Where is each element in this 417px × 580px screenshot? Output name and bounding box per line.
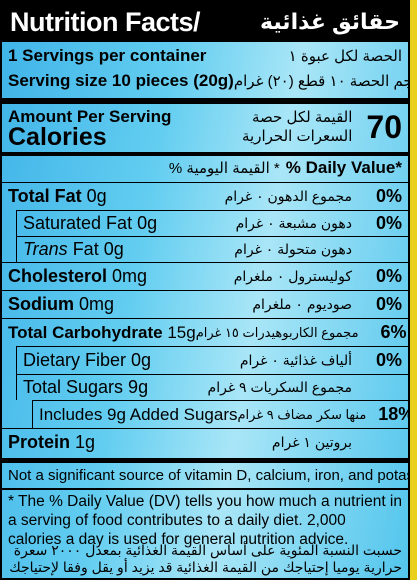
- nutrient-percent: 0%: [375, 294, 402, 314]
- nutrient-name: Dietary Fiber 0g: [23, 350, 152, 370]
- nutrient-name: Total Sugars 9g: [23, 377, 149, 397]
- nutrient-percent: 0%: [375, 186, 402, 206]
- nutrient-name-ar: مجموع السكريات ٩ غرام: [207, 379, 352, 395]
- nutrient-name: Saturated Fat 0g: [23, 213, 158, 233]
- nutrient-row-protein: Protein 1g بروتين ١ غرام: [2, 428, 408, 456]
- nutrient-amount: 0g: [81, 186, 107, 206]
- nutrient-amount: 0mg: [74, 294, 115, 314]
- nutrient-percent: 0%: [375, 266, 402, 286]
- title-bar: Nutrition Facts/ حقائق غذائية: [2, 2, 408, 42]
- amount-per-serving-label: Amount Per Serving: [8, 107, 172, 126]
- nutrient-name: Total Fat: [8, 186, 82, 206]
- nutrient-name-ar: صوديوم ٠ ملغرام: [252, 296, 352, 312]
- nutrient-row-total-sugars: Total Sugars 9g مجموع السكريات ٩ غرام: [16, 374, 408, 400]
- nutrient-name: Cholesterol: [8, 266, 108, 286]
- nutrient-amount: 0mg: [107, 266, 148, 286]
- nutrient-row-dietary-fiber: Dietary Fiber 0g ألياف غذائية ٠ غرام 0%: [16, 346, 408, 374]
- nutrient-name: Total Carbohydrate: [8, 322, 163, 342]
- serving-size-row: Serving size 10 pieces (20g) حجم الحصة ١…: [2, 68, 408, 94]
- daily-value-header-ar: * القيمة اليومية %: [168, 160, 280, 177]
- nutrient-name-ar: دهون مشبعة ٠ غرام: [235, 215, 352, 231]
- yellow-side-bar: [410, 0, 417, 580]
- title-arabic: حقائق غذائية: [259, 9, 400, 34]
- nutrient-percent: 6%: [380, 322, 407, 342]
- nutrient-row-cholesterol: Cholesterol 0mg كوليسترول ٠ ملغرام 0%: [2, 262, 408, 290]
- nutrient-row-added-sugars: Includes 9g Added Sugars منها سكر مضاف ٩…: [32, 400, 408, 428]
- amount-per-serving-ar: القيمة لكل حصة: [251, 109, 353, 126]
- nutrient-name-ar: كوليسترول ٠ ملغرام: [233, 268, 352, 284]
- nutrient-amount: 15g: [162, 322, 196, 342]
- footnote-english: * The % Daily Value (DV) tells you how m…: [8, 493, 402, 548]
- nutrient-percent: 18%: [378, 404, 408, 424]
- daily-value-header-en: % Daily Value*: [285, 158, 402, 177]
- calories-row: Amount Per Serving Calories القيمة لكل ح…: [2, 98, 408, 150]
- nutrient-name: Sodium: [8, 294, 74, 314]
- nutrient-percent: 0%: [375, 350, 402, 370]
- nutrient-row-trans-fat: Trans Fat 0g دهون متحولة ٠ غرام: [16, 236, 408, 262]
- servings-per-container-row: 1 Servings per container الحصة لكل عبوة …: [2, 44, 408, 68]
- nutrient-name: Protein: [8, 432, 71, 452]
- nutrient-name-ar: بروتين ١ غرام: [271, 434, 352, 450]
- footnote-divider: [2, 488, 408, 490]
- serving-size-ar: حجم الحصة ١٠ قطع (٢٠) غرام: [233, 73, 408, 90]
- nutrient-name-ar: دهون متحولة ٠ غرام: [234, 241, 352, 257]
- nutrient-amount: 1g: [70, 432, 96, 452]
- nutrient-name-ar: مجموع الكاربوهيدرات ١٥ غرام: [195, 324, 359, 340]
- daily-value-header: * القيمة اليومية % % Daily Value*: [2, 152, 408, 180]
- nutrient-row-total-fat: Total Fat 0g مجموع الدهون ٠ غرام 0%: [2, 182, 408, 210]
- servings-per-container-ar: الحصة لكل عبوة ١: [288, 48, 402, 65]
- nutrient-name: Includes 9g Added Sugars: [39, 404, 238, 424]
- vitamins-note-row: Not a significant source of vitamin D, c…: [2, 458, 408, 488]
- nutrient-amount: Fat 0g: [67, 239, 124, 259]
- vitamins-note: Not a significant source of vitamin D, c…: [8, 467, 410, 484]
- nutrient-name-ar: ألياف غذائية ٠ غرام: [239, 352, 352, 368]
- nutrient-name-ar: مجموع الدهون ٠ غرام: [224, 188, 352, 204]
- title-english: Nutrition Facts/: [10, 6, 201, 37]
- serving-size-en: Serving size 10 pieces (20g): [8, 71, 234, 90]
- nutrient-percent: 0%: [375, 213, 402, 233]
- nutrient-row-total-carbohydrate: Total Carbohydrate 15g مجموع الكاربوهيدر…: [2, 318, 408, 346]
- footnote-arabic: حسبت النسبة المئوية على أساس القيمة الغذ…: [9, 542, 402, 578]
- servings-per-container-en: 1 Servings per container: [8, 46, 207, 65]
- nutrient-row-sodium: Sodium 0mg صوديوم ٠ ملغرام 0%: [2, 290, 408, 318]
- calories-ar: السعرات الحرارية: [241, 128, 353, 145]
- calories-label: Calories: [8, 123, 107, 151]
- calories-value: 70: [366, 108, 402, 145]
- nutrient-name: Trans: [23, 239, 68, 259]
- nutrient-name-ar: منها سكر مضاف ٩ غرام: [237, 406, 367, 422]
- nutrient-row-saturated-fat: Saturated Fat 0g دهون مشبعة ٠ غرام 0%: [16, 210, 408, 236]
